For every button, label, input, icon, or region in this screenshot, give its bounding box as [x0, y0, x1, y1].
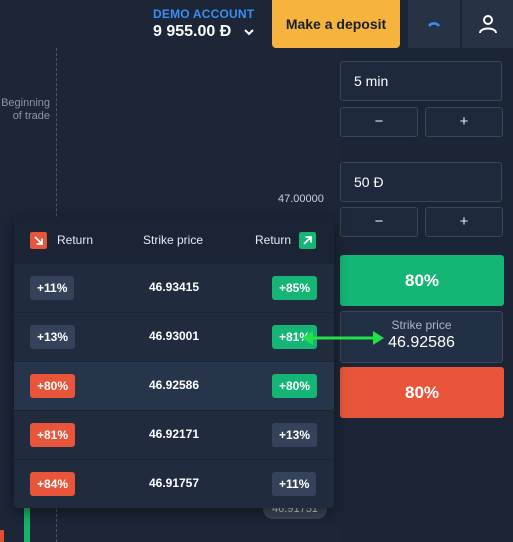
strike-price-header: Strike price [143, 233, 204, 247]
arrow-up-right-icon [299, 232, 316, 249]
user-icon [478, 15, 497, 34]
return-up-badge: +13% [272, 423, 318, 447]
return-down-badge: +81% [30, 423, 76, 447]
loading-button[interactable] [408, 0, 460, 48]
time-decrease-button[interactable]: − [340, 107, 418, 137]
spinner-icon [427, 22, 441, 27]
return-down-badge: +84% [30, 472, 76, 496]
amount-increase-button[interactable]: + [425, 207, 503, 237]
return-down-badge: +13% [30, 325, 76, 349]
table-header: Return Strike price Return [14, 217, 334, 263]
return-up-badge: +11% [272, 472, 317, 496]
candle-green [24, 508, 30, 542]
price-axis-label: 47.00000 [278, 193, 324, 205]
table-row-selected[interactable]: +80% 46.92586 +80% [14, 362, 334, 410]
strike-price-value: 46.92586 [388, 334, 455, 351]
strike-price-cell: 46.92171 [148, 427, 200, 441]
profile-button[interactable] [462, 0, 513, 48]
return-down-header: Return [57, 233, 94, 247]
amount-input[interactable]: 50 Đ [340, 162, 502, 202]
return-up-badge: +85% [272, 276, 318, 300]
candle-red [0, 530, 4, 542]
strike-price-cell: 46.91757 [148, 476, 200, 490]
strike-price-cell: 46.92586 [148, 378, 200, 392]
strike-price-label: Strike price [391, 318, 452, 332]
make-deposit-button[interactable]: Make a deposit [272, 0, 400, 48]
table-row[interactable]: +13% 46.93001 +81% [14, 313, 334, 361]
double-arrow-icon [302, 331, 384, 345]
time-input[interactable]: 5 min [340, 61, 502, 101]
table-row[interactable]: +84% 46.91757 +11% [14, 460, 334, 508]
strike-price-table: Return Strike price Return +11% 46.93415… [14, 217, 334, 508]
return-up-header: Return [255, 233, 292, 247]
strike-price-cell: 46.93415 [148, 280, 200, 294]
beginning-of-trade-label: Beginning of trade [1, 97, 50, 122]
amount-decrease-button[interactable]: − [340, 207, 418, 237]
chevron-down-icon[interactable] [243, 26, 255, 38]
table-row[interactable]: +81% 46.92171 +13% [14, 411, 334, 459]
return-down-badge: +80% [30, 374, 76, 398]
return-down-badge: +11% [30, 276, 75, 300]
down-trade-button[interactable]: 80% [340, 367, 504, 418]
arrow-down-right-icon [30, 232, 47, 249]
time-increase-button[interactable]: + [425, 107, 503, 137]
return-up-badge: +80% [272, 374, 318, 398]
strike-price-selector[interactable]: Strike price 46.92586 [340, 311, 503, 363]
up-trade-button[interactable]: 80% [340, 255, 504, 306]
table-row[interactable]: +11% 46.93415 +85% [14, 264, 334, 312]
strike-price-cell: 46.93001 [148, 329, 200, 343]
account-type-label[interactable]: DEMO ACCOUNT [153, 7, 255, 21]
account-balance[interactable]: 9 955.00 Đ [153, 23, 232, 40]
